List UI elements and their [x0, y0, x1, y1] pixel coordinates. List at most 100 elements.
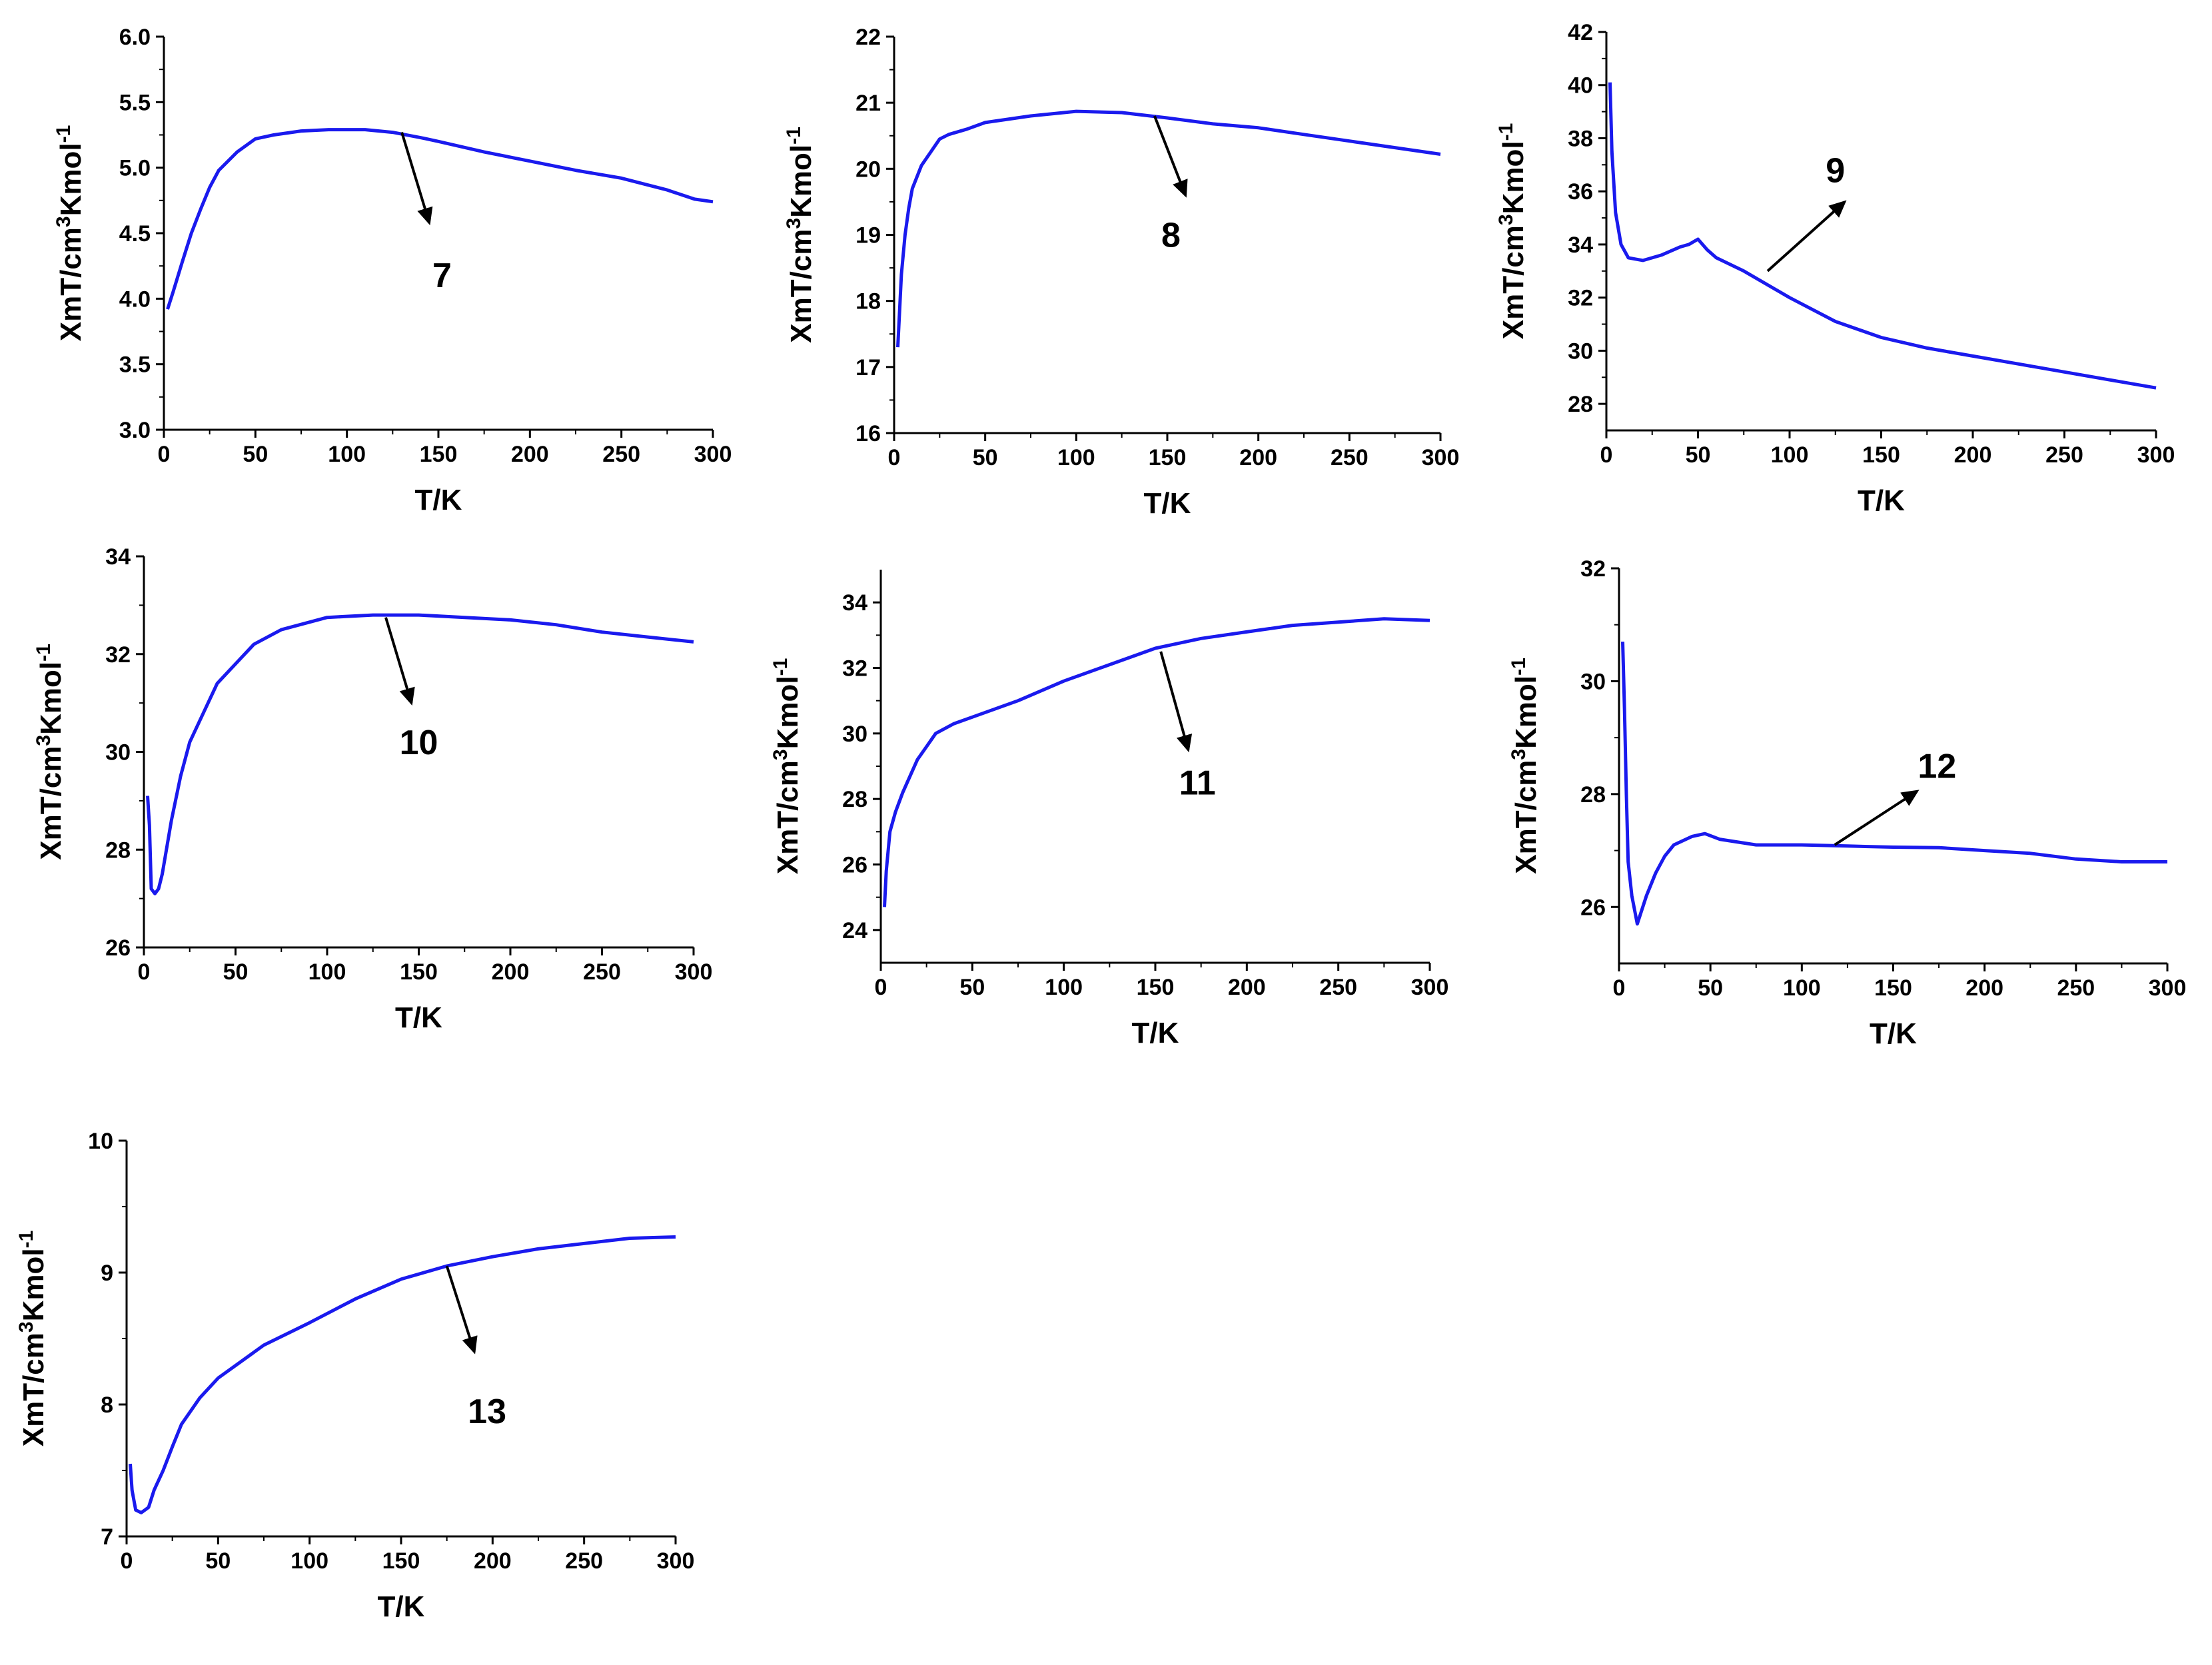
y-tick-label: 30 — [1568, 338, 1593, 364]
x-tick-label: 0 — [875, 975, 887, 1000]
x-tick-label: 250 — [583, 959, 621, 985]
x-tick-label: 100 — [328, 442, 366, 467]
y-axis-label: XmT/cm3Kmol-1 — [1508, 658, 1542, 874]
series-line-12 — [1621, 642, 2167, 926]
y-tick-label: 24 — [842, 918, 867, 943]
y-tick-label: 32 — [1568, 286, 1593, 311]
x-tick-label: 300 — [1422, 445, 1460, 470]
x-tick-label: 250 — [2057, 975, 2095, 1001]
x-axis-label: T/K — [1132, 1017, 1179, 1049]
x-axis-label: T/K — [415, 484, 462, 516]
y-tick-label: 32 — [1580, 556, 1606, 582]
x-axis-label: T/K — [378, 1590, 425, 1623]
x-tick-label: 300 — [2137, 442, 2175, 468]
y-tick-label: 5.0 — [119, 156, 151, 181]
y-tick-label: 40 — [1568, 73, 1593, 99]
x-tick-label: 300 — [2149, 975, 2187, 1001]
y-tick-label: 22 — [855, 25, 881, 50]
y-axis-label: XmT/cm3Kmol-1 — [783, 127, 818, 343]
series-line-9 — [1608, 82, 2157, 390]
y-tick-label: 28 — [105, 837, 131, 863]
x-tick-label: 0 — [888, 445, 901, 470]
y-tick-label: 34 — [105, 544, 131, 570]
y-tick-label: 3.5 — [119, 352, 151, 378]
y-tick-label: 26 — [1580, 895, 1606, 920]
y-tick-label: 5.5 — [119, 90, 151, 115]
compound-label: 11 — [1179, 764, 1216, 803]
x-tick-label: 0 — [1600, 442, 1613, 468]
y-tick-label: 42 — [1568, 20, 1593, 45]
y-tick-label: 3.0 — [119, 418, 151, 443]
x-tick-label: 50 — [243, 442, 268, 467]
x-tick-label: 100 — [290, 1548, 328, 1574]
y-tick-label: 36 — [1568, 179, 1593, 205]
y-tick-label: 30 — [1580, 669, 1606, 694]
x-tick-label: 200 — [1228, 975, 1266, 1000]
chart-8: 0 50 100 150 200 250 300 16 17 18 19 20 21 22 T/K XmT/c… — [783, 25, 1459, 520]
annotation-arrow — [1159, 651, 1193, 753]
x-tick-label: 150 — [400, 959, 438, 985]
compound-label: 10 — [400, 724, 438, 762]
x-tick-label: 200 — [492, 959, 530, 985]
x-axis-label: T/K — [1870, 1017, 1917, 1050]
y-tick-label: 28 — [842, 787, 867, 812]
y-tick-label: 18 — [855, 289, 881, 314]
chart-12: 0 50 100 150 200 250 300 26 28 30 32 T/K XmT/cm3Kmol… — [1508, 556, 2186, 1050]
x-tick-label: 150 — [1149, 445, 1187, 470]
x-tick-label: 200 — [1954, 442, 1992, 468]
x-tick-label: 250 — [1331, 445, 1369, 470]
y-tick-label: 8 — [101, 1392, 113, 1418]
annotation-arrow — [445, 1265, 478, 1355]
x-tick-label: 0 — [121, 1548, 133, 1574]
x-tick-label: 250 — [2045, 442, 2083, 468]
x-tick-label: 150 — [420, 442, 458, 467]
x-tick-label: 0 — [1613, 975, 1626, 1001]
chart-13: 0 50 100 150 200 250 300 7 8 9 10 T/K XmT/cm3Kmol-1 1… — [15, 1129, 694, 1623]
x-tick-label: 50 — [223, 959, 249, 985]
y-tick-label: 20 — [855, 157, 881, 182]
chart-11: 0 50 100 150 200 250 300 24 26 28 30 32 34 T/K XmT/cm3… — [770, 570, 1448, 1049]
x-tick-label: 50 — [973, 445, 998, 470]
x-tick-label: 250 — [1319, 975, 1357, 1000]
y-tick-label: 30 — [105, 740, 131, 766]
y-tick-label: 30 — [842, 722, 867, 747]
y-tick-label: 26 — [842, 853, 867, 878]
chart-7: 0 50 100 150 200 250 300 3.0 3.5 4.0 4.5 5.0 5.5 6.0 T… — [53, 25, 732, 516]
compound-label: 13 — [468, 1392, 506, 1431]
x-tick-label: 150 — [1874, 975, 1912, 1001]
x-tick-label: 300 — [694, 442, 732, 467]
annotation-arrow — [384, 617, 415, 706]
y-tick-label: 32 — [842, 656, 867, 682]
annotation-arrow — [1153, 115, 1188, 198]
x-axis-label: T/K — [1858, 484, 1905, 517]
chart-10: 0 50 100 150 200 250 300 26 28 30 32 34 T/K XmT/cm3Km… — [33, 544, 712, 1034]
x-tick-label: 200 — [1965, 975, 2003, 1001]
y-axis-label: XmT/cm3Kmol-1 — [770, 658, 804, 875]
y-tick-label: 21 — [855, 91, 881, 116]
annotation-arrow — [400, 131, 433, 226]
y-tick-label: 26 — [105, 935, 131, 961]
y-tick-label: 19 — [855, 223, 881, 249]
x-tick-label: 300 — [1411, 975, 1449, 1000]
compound-label: 8 — [1161, 217, 1181, 255]
y-tick-label: 28 — [1580, 782, 1606, 808]
chart-9: 0 50 100 150 200 250 300 28 30 32 34 36 38 40 42 T/K XmT… — [1495, 20, 2175, 517]
x-axis-label: T/K — [395, 1001, 442, 1034]
x-tick-label: 100 — [1771, 442, 1809, 468]
y-tick-label: 9 — [101, 1261, 113, 1286]
x-tick-label: 100 — [1045, 975, 1083, 1000]
y-tick-label: 17 — [855, 355, 881, 380]
x-tick-label: 50 — [205, 1548, 231, 1574]
x-tick-label: 200 — [511, 442, 549, 467]
x-tick-label: 200 — [1239, 445, 1277, 470]
y-tick-label: 34 — [1568, 233, 1593, 258]
y-tick-label: 6.0 — [119, 25, 151, 50]
x-tick-label: 250 — [565, 1548, 603, 1574]
y-tick-label: 4.0 — [119, 286, 151, 312]
y-axis-label: XmT/cm3Kmol-1 — [53, 125, 87, 342]
annotation-arrow — [1834, 790, 1920, 846]
x-tick-label: 200 — [474, 1548, 512, 1574]
y-tick-label: 16 — [855, 421, 881, 446]
x-tick-label: 300 — [657, 1548, 695, 1574]
x-tick-label: 300 — [675, 959, 713, 985]
